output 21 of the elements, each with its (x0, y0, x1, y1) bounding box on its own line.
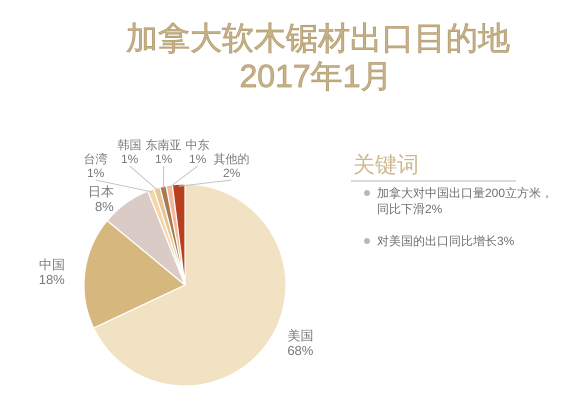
data-label: 1% (87, 166, 105, 180)
data-label: 1% (155, 152, 173, 166)
slice-label: 中东 (186, 138, 210, 152)
slice-label: 台湾 (84, 152, 108, 166)
slice-label: 美国 (287, 328, 314, 343)
data-label: 1% (121, 152, 139, 166)
slice-label: 日本 (88, 184, 114, 199)
slice-label: 东南亚 (146, 138, 182, 152)
data-label: 18% (38, 272, 66, 288)
slice-label: 其他的 (214, 152, 250, 166)
data-label: 8% (94, 198, 114, 214)
data-label: 1% (189, 152, 207, 166)
slice-label: 韩国 (118, 138, 142, 152)
chart-title: 加拿大软木锯材出口目的地 (126, 20, 510, 56)
text: 关键词 (353, 152, 419, 177)
chart-subtitle: 2017年1月 (240, 58, 392, 94)
text: 对美国的出口同比增长3% (377, 233, 516, 249)
text: 加拿大对中国出口量200立方米，同比下滑2% (377, 185, 554, 217)
data-label: 68% (287, 342, 314, 358)
data-label: 2% (223, 166, 241, 180)
slice-label: 中国 (38, 257, 65, 272)
